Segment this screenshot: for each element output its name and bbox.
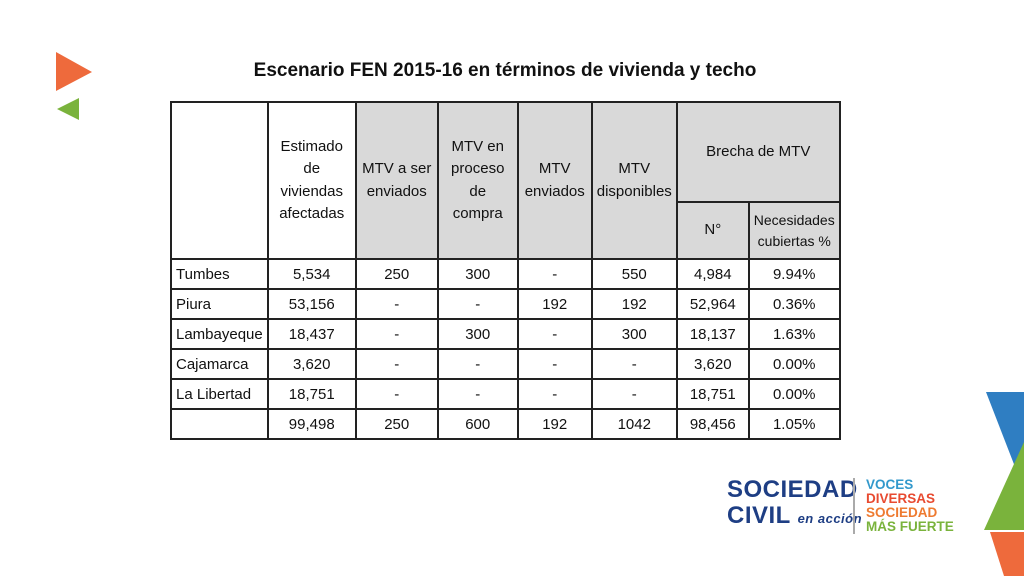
cell-enviados: - [516, 258, 593, 290]
header-mtv-enviados: MTV enviados [516, 101, 593, 260]
cell-compra: 300 [436, 258, 519, 290]
cell-enviar: 250 [354, 258, 439, 290]
cell-estimado: 18,751 [266, 378, 357, 410]
table-row: Tumbes 5,534 250 300 - 550 4,984 9.94% [170, 258, 841, 290]
table-row: Cajamarca 3,620 - - - - 3,620 0.00% [170, 348, 841, 380]
green-triangle-icon [57, 98, 79, 120]
table-row: Lambayeque 18,437 - 300 - 300 18,137 1.6… [170, 318, 841, 350]
logo-divider [853, 478, 855, 534]
cell-estimado: 3,620 [266, 348, 357, 380]
mtv-table: Estimado de viviendas afectadas MTV a se… [170, 101, 841, 440]
tagline-voces: VOCES [866, 477, 914, 492]
logo-en-accion: en acción [797, 511, 863, 526]
header-mtv-disponibles: MTV disponibles [590, 101, 678, 260]
cell-disponibles: 192 [590, 288, 678, 320]
logo-line1: SOCIEDAD [727, 476, 858, 503]
cell-brecha: 3,620 [675, 348, 750, 380]
cell-disponibles: 300 [590, 318, 678, 350]
cell-pct: 0.36% [747, 288, 841, 320]
cell-brecha: 4,984 [675, 258, 750, 290]
total-brecha: 98,456 [675, 408, 750, 440]
header-mtv-enviar: MTV a ser enviados [354, 101, 439, 260]
tagline-mas-fuerte: MÁS FUERTE [866, 519, 954, 534]
total-pct: 1.05% [747, 408, 841, 440]
header-mtv-compra: MTV en proceso de compra [436, 101, 519, 260]
row-region: Cajamarca [170, 348, 269, 380]
row-region: La Libertad [170, 378, 269, 410]
slide-title: Escenario FEN 2015-16 en términos de viv… [253, 60, 757, 81]
logo-tagline: VOCES DIVERSAS SOCIEDAD MÁS FUERTE [866, 478, 954, 534]
cell-brecha: 52,964 [675, 288, 750, 320]
header-brecha-necesidades: Necesidades cubiertas % [747, 201, 841, 260]
cell-enviar: - [354, 288, 439, 320]
cell-enviar: - [354, 318, 439, 350]
cell-pct: 0.00% [747, 378, 841, 410]
cell-compra: 300 [436, 318, 519, 350]
row-region: Piura [170, 288, 269, 320]
cell-disponibles: 550 [590, 258, 678, 290]
cell-compra: - [436, 288, 519, 320]
tagline-diversas: DIVERSAS [866, 491, 936, 506]
sociedad-civil-logo: SOCIEDAD CIVIL en acción [727, 477, 862, 532]
total-label [170, 408, 269, 440]
header-region [170, 101, 269, 260]
header-estimado: Estimado de viviendas afectadas [266, 101, 357, 260]
header-brecha: Brecha de MTV [675, 101, 841, 203]
cell-enviar: - [354, 378, 439, 410]
cell-estimado: 53,156 [266, 288, 357, 320]
total-estimado: 99,498 [266, 408, 357, 440]
total-disponibles: 1042 [590, 408, 678, 440]
cell-compra: - [436, 348, 519, 380]
cell-brecha: 18,137 [675, 318, 750, 350]
cell-disponibles: - [590, 378, 678, 410]
cell-brecha: 18,751 [675, 378, 750, 410]
orange-triangle-icon [56, 52, 92, 91]
cell-estimado: 5,534 [266, 258, 357, 290]
decorative-shapes-icon [984, 392, 1024, 576]
cell-compra: - [436, 378, 519, 410]
row-region: Tumbes [170, 258, 269, 290]
total-compra: 600 [436, 408, 519, 440]
table-row: Piura 53,156 - - 192 192 52,964 0.36% [170, 288, 841, 320]
cell-enviar: - [354, 348, 439, 380]
cell-disponibles: - [590, 348, 678, 380]
table-total-row: 99,498 250 600 192 1042 98,456 1.05% [170, 408, 841, 440]
row-region: Lambayeque [170, 318, 269, 350]
total-enviados: 192 [516, 408, 593, 440]
logo-line2: CIVIL [727, 502, 791, 529]
table-row: La Libertad 18,751 - - - - 18,751 0.00% [170, 378, 841, 410]
cell-enviados: - [516, 378, 593, 410]
cell-estimado: 18,437 [266, 318, 357, 350]
cell-enviados: 192 [516, 288, 593, 320]
header-brecha-n: N° [675, 201, 750, 260]
cell-pct: 0.00% [747, 348, 841, 380]
cell-enviados: - [516, 348, 593, 380]
tagline-sociedad: SOCIEDAD [866, 505, 938, 520]
cell-pct: 1.63% [747, 318, 841, 350]
total-enviar: 250 [354, 408, 439, 440]
cell-enviados: - [516, 318, 593, 350]
cell-pct: 9.94% [747, 258, 841, 290]
logo-line2-wrap: CIVIL en acción [727, 503, 862, 532]
